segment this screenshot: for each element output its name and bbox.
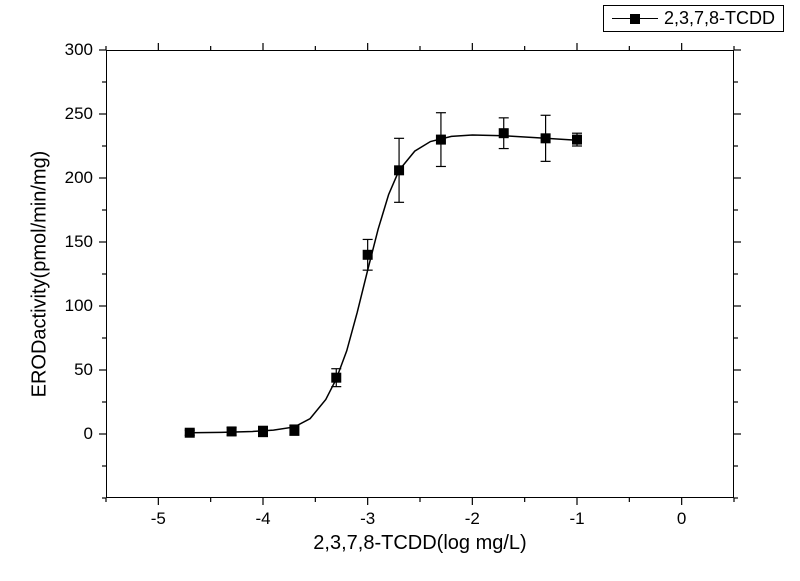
y-tick-label: 100 xyxy=(65,296,93,316)
data-marker xyxy=(185,428,195,438)
data-marker xyxy=(363,250,373,260)
data-marker xyxy=(541,133,551,143)
data-marker xyxy=(394,165,404,175)
y-tick-label: 150 xyxy=(65,232,93,252)
x-tick-label: -1 xyxy=(569,509,584,529)
data-marker xyxy=(227,426,237,436)
y-tick-label: 300 xyxy=(65,40,93,60)
y-axis-label: ERODactivity(pmol/min/mg) xyxy=(29,151,52,398)
x-tick-label: -4 xyxy=(255,509,270,529)
x-tick-label: -2 xyxy=(465,509,480,529)
data-marker xyxy=(572,135,582,145)
chart-container: 2,3,7,8-TCDD 2,3,7,8-TCDD(log mg/L) EROD… xyxy=(0,0,800,581)
y-tick-label: 250 xyxy=(65,104,93,124)
data-marker xyxy=(499,128,509,138)
data-marker xyxy=(436,135,446,145)
x-tick-label: 0 xyxy=(677,509,686,529)
x-axis-label: 2,3,7,8-TCDD(log mg/L) xyxy=(313,532,526,555)
y-tick-label: 0 xyxy=(84,424,93,444)
x-tick-label: -5 xyxy=(151,509,166,529)
data-marker xyxy=(258,426,268,436)
y-tick-label: 200 xyxy=(65,168,93,188)
fit-curve xyxy=(190,135,577,433)
data-marker xyxy=(289,425,299,435)
data-marker xyxy=(331,373,341,383)
y-tick-label: 50 xyxy=(74,360,93,380)
x-tick-label: -3 xyxy=(360,509,375,529)
plot-svg xyxy=(0,0,800,581)
